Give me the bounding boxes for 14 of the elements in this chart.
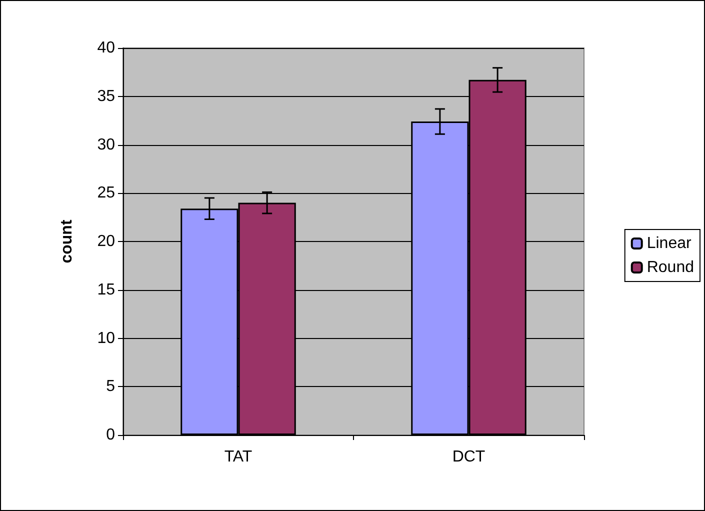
- y-tick-label: 0: [106, 426, 116, 444]
- y-tick-label: 20: [97, 233, 116, 250]
- legend-label: Linear: [646, 235, 692, 252]
- y-tick-label: 30: [97, 136, 116, 154]
- y-tick-label: 40: [97, 40, 116, 56]
- y-tick-label: 15: [97, 281, 116, 298]
- y-tick-label: 10: [97, 330, 116, 347]
- y-tick-label: 35: [97, 88, 116, 105]
- x-tick-label: DCT: [452, 448, 486, 466]
- y-tick-label: 25: [97, 184, 116, 202]
- legend-label: Round: [646, 259, 694, 276]
- y-axis-title: count: [58, 219, 76, 264]
- y-tick-label: 5: [106, 378, 116, 396]
- x-tick-label: TAT: [224, 448, 252, 466]
